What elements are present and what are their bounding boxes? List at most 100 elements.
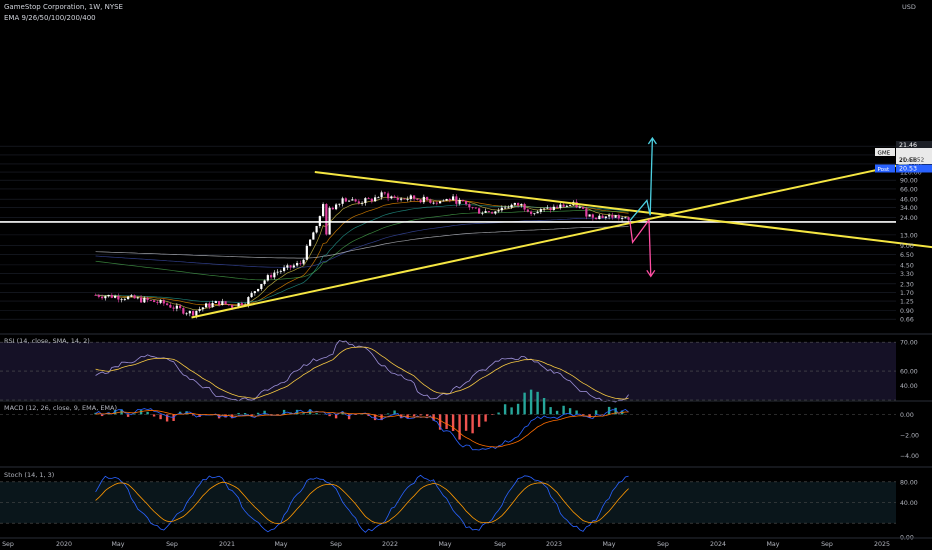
time-axis[interactable]: Sep 2020 May Sep 2021 May Sep 2022 May Sep 2023 May… (0, 537, 932, 548)
candle-body (471, 207, 474, 209)
candle-body (192, 311, 195, 316)
macd-histogram-bar (282, 409, 286, 415)
stoch-line (95, 474, 629, 533)
macd-histogram-bar (393, 410, 396, 415)
time-tick-label: Sep (166, 541, 178, 548)
candle-body (494, 211, 497, 214)
macd-label[interactable]: MACD (12, 26, close, 9, EMA, EMA) (4, 404, 118, 412)
candle-body (380, 192, 383, 198)
candle-body (221, 301, 224, 306)
symbol-title[interactable]: GameStop Corporation, 1W, NYSE (4, 3, 123, 11)
candle-body (162, 300, 165, 304)
rsi-tick-label: 60.00 (900, 369, 918, 376)
candle-body (517, 202, 520, 206)
ema-legend[interactable]: EMA 9/26/50/100/200/400 (4, 14, 96, 22)
candle-body (361, 202, 364, 204)
macd-histogram-bar (373, 414, 377, 421)
candle-body (169, 304, 172, 308)
macd-histogram-bar (412, 414, 416, 417)
candle-body (107, 294, 110, 297)
macd-line (95, 408, 629, 451)
candle-body (546, 207, 549, 209)
candle-body (403, 198, 406, 200)
projections[interactable] (629, 136, 657, 278)
price-tick-label: 6.50 (900, 252, 914, 259)
candle-body (507, 207, 510, 209)
price-tick-label: 1.25 (900, 299, 914, 306)
time-tick-label: Sep (330, 541, 342, 548)
time-tick-label: Sep (2, 541, 14, 548)
rsi-tick-label: 70.00 (900, 340, 918, 347)
candle-body (487, 211, 490, 213)
macd-histogram-bar (510, 407, 513, 415)
candle-body (240, 303, 243, 306)
candle-body (195, 310, 198, 316)
candle-body (595, 217, 598, 220)
candle-body (422, 196, 425, 203)
candle-body (598, 215, 601, 220)
macd-histogram-bar (594, 410, 598, 415)
macd-signal-line (95, 409, 629, 448)
candle-body (224, 301, 227, 305)
macd-tick-label: 0.00 (900, 412, 914, 419)
candle-body (523, 203, 526, 210)
macd-histogram-bar (165, 414, 169, 422)
candle-body (292, 265, 295, 268)
time-tick-label: Sep (821, 541, 833, 548)
candle-body (357, 201, 360, 204)
candle-body (97, 295, 100, 297)
candle-body (335, 204, 338, 210)
macd-histogram-bar (380, 414, 383, 421)
candle-body (621, 218, 624, 219)
candle-body (406, 198, 409, 200)
candle-body (227, 304, 230, 306)
candle-body (302, 259, 305, 264)
trendline (191, 157, 932, 319)
candle-body (153, 300, 156, 303)
candle-body (289, 265, 292, 268)
candle-body (578, 206, 581, 208)
trendlines[interactable] (0, 143, 932, 319)
candle-body (601, 215, 604, 218)
candle-body (351, 199, 354, 201)
price-tick-label: 0.66 (900, 317, 914, 324)
macd-histogram-bar (126, 414, 130, 417)
macd-histogram-bar (250, 414, 253, 417)
candle-body (136, 297, 139, 299)
stoch-label[interactable]: Stoch (14, 1, 3) (4, 471, 55, 479)
candle-body (452, 196, 455, 201)
candle-body (140, 297, 143, 303)
candle-body (257, 288, 260, 292)
candle-body (325, 204, 328, 235)
candle-body (413, 195, 416, 199)
time-tick-label: May (766, 541, 779, 548)
candle-body (185, 313, 188, 315)
candle-body (172, 307, 175, 309)
candle-body (231, 305, 234, 308)
macd-histogram-bar (484, 414, 487, 422)
candle-body (383, 192, 386, 194)
candle-body (130, 295, 133, 297)
symbol-tag: GME (878, 151, 891, 157)
price-axis[interactable]: 300.00220.00160.00120.0090.0066.0046.003… (875, 3, 932, 324)
price-tick-label: 3.30 (900, 271, 914, 278)
candle-body (331, 207, 334, 210)
macd-histogram-bar (464, 414, 468, 431)
macd-histogram-bar (568, 408, 572, 415)
macd-histogram-bar (562, 405, 565, 415)
rsi-tick-label: 40.00 (900, 383, 918, 390)
candle-body (500, 207, 503, 211)
candle-body (260, 284, 263, 289)
candle-body (458, 199, 461, 204)
candle-body (565, 205, 568, 207)
candle-body (416, 198, 419, 200)
candle-body (484, 211, 487, 213)
candle-body (237, 303, 240, 308)
macd-histogram-bar (477, 414, 481, 427)
candle-body (377, 197, 380, 199)
candle-body (439, 201, 442, 204)
candle-body (179, 305, 182, 309)
macd-histogram-bar (276, 414, 279, 415)
rsi-label[interactable]: RSI (14, close, SMA, 14, 2) (4, 337, 90, 345)
